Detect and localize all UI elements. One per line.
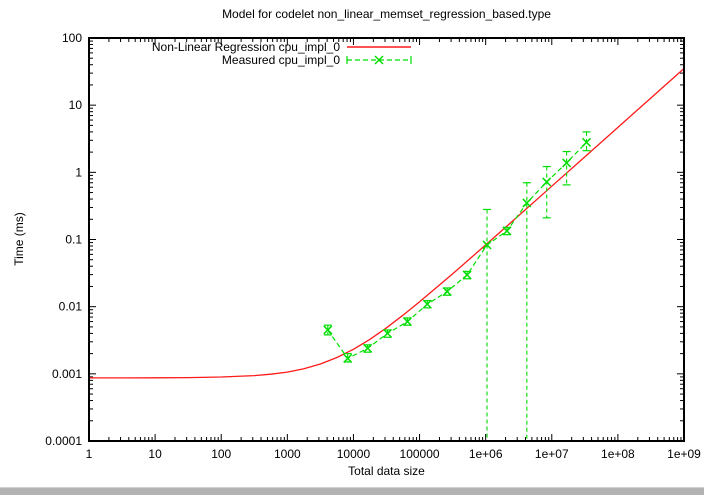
y-tick-labels: 0.0001 0.001 0.01 0.1 1 10 100	[45, 31, 82, 448]
svg-text:0.001: 0.001	[52, 367, 82, 381]
axis-ticks	[88, 37, 685, 442]
svg-text:0.1: 0.1	[65, 233, 82, 247]
plot-border	[88, 37, 685, 442]
svg-text:0.01: 0.01	[59, 300, 83, 314]
window-bottom-scrollbar[interactable]	[0, 487, 704, 495]
svg-text:1: 1	[86, 447, 93, 461]
chart-title: Model for codelet non_linear_memset_regr…	[222, 7, 551, 21]
svg-text:0.0001: 0.0001	[45, 434, 82, 448]
legend-sample-measured-line	[346, 55, 412, 65]
svg-text:100: 100	[211, 447, 231, 461]
svg-text:10: 10	[69, 98, 83, 112]
svg-text:10: 10	[148, 447, 162, 461]
svg-text:1e+09: 1e+09	[667, 447, 701, 461]
svg-text:1e+08: 1e+08	[601, 447, 635, 461]
x-axis-label: Total data size	[348, 464, 425, 478]
svg-text:1000: 1000	[274, 447, 301, 461]
x-tick-labels: 1 10 100 1000 10000 100000 1e+06 1e+07 1e+08 1e+0…	[86, 447, 702, 461]
regression-line-series	[89, 68, 685, 379]
legend-label-measured: Measured cpu_impl_0	[221, 53, 340, 67]
legend-sample-regression-line	[347, 46, 411, 48]
svg-text:1e+07: 1e+07	[535, 447, 569, 461]
legend-label-regression: Non-Linear Regression cpu_impl_0	[151, 40, 340, 54]
y-axis-label: Time (ms)	[12, 212, 26, 266]
svg-text:100000: 100000	[400, 447, 440, 461]
svg-text:1: 1	[75, 165, 82, 179]
svg-text:1e+06: 1e+06	[469, 447, 503, 461]
svg-text:10000: 10000	[337, 447, 371, 461]
measured-series	[323, 131, 592, 441]
svg-text:100: 100	[62, 31, 82, 45]
